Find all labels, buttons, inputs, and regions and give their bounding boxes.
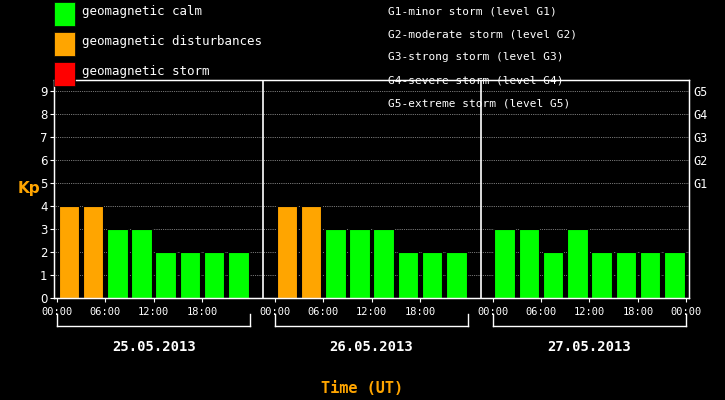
Y-axis label: Kp: Kp bbox=[17, 182, 40, 196]
Bar bbox=[325, 229, 346, 298]
Text: G1-minor storm (level G1): G1-minor storm (level G1) bbox=[388, 6, 557, 16]
Bar bbox=[518, 229, 539, 298]
Bar bbox=[567, 229, 588, 298]
Bar bbox=[107, 229, 128, 298]
Bar bbox=[276, 206, 297, 298]
Bar bbox=[301, 206, 321, 298]
Text: 25.05.2013: 25.05.2013 bbox=[112, 340, 196, 354]
Text: G3-strong storm (level G3): G3-strong storm (level G3) bbox=[388, 52, 563, 62]
Bar bbox=[494, 229, 515, 298]
Bar bbox=[349, 229, 370, 298]
Bar bbox=[180, 252, 200, 298]
Bar bbox=[446, 252, 467, 298]
Bar bbox=[639, 252, 660, 298]
Text: 26.05.2013: 26.05.2013 bbox=[330, 340, 413, 354]
Bar bbox=[422, 252, 442, 298]
Text: 27.05.2013: 27.05.2013 bbox=[547, 340, 631, 354]
Bar bbox=[155, 252, 176, 298]
Text: geomagnetic calm: geomagnetic calm bbox=[82, 6, 202, 18]
Bar bbox=[373, 229, 394, 298]
Bar bbox=[397, 252, 418, 298]
Bar bbox=[131, 229, 152, 298]
Text: Time (UT): Time (UT) bbox=[321, 381, 404, 396]
Text: G5-extreme storm (level G5): G5-extreme storm (level G5) bbox=[388, 99, 570, 109]
Text: G4-severe storm (level G4): G4-severe storm (level G4) bbox=[388, 76, 563, 86]
Bar bbox=[543, 252, 563, 298]
Text: geomagnetic disturbances: geomagnetic disturbances bbox=[82, 36, 262, 48]
Bar bbox=[664, 252, 684, 298]
Bar bbox=[592, 252, 612, 298]
Bar bbox=[228, 252, 249, 298]
Bar bbox=[83, 206, 104, 298]
Text: geomagnetic storm: geomagnetic storm bbox=[82, 66, 210, 78]
Text: G2-moderate storm (level G2): G2-moderate storm (level G2) bbox=[388, 29, 577, 39]
Bar bbox=[616, 252, 636, 298]
Bar bbox=[204, 252, 225, 298]
Bar bbox=[59, 206, 79, 298]
